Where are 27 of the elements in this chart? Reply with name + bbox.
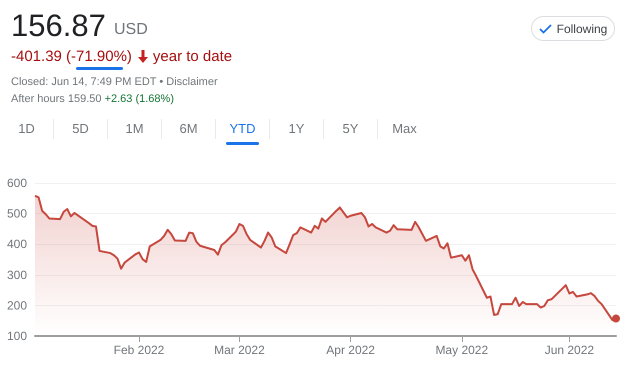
x-tick-label: Feb 2022	[114, 343, 165, 357]
text: +2.63 (1.68%)	[104, 93, 174, 105]
text: 1M	[107, 119, 161, 139]
y-tick-label: 600	[6, 176, 28, 190]
text: 1Y	[269, 119, 323, 139]
y-tick-label: 300	[6, 268, 28, 282]
text: Max	[377, 119, 431, 139]
y-tick-label: 100	[6, 329, 28, 343]
y-tick-label: 500	[6, 206, 28, 221]
y-tick-label: 200	[6, 298, 28, 312]
text: 1D	[17, 120, 36, 138]
chart-title: 156.87	[11, 8, 106, 44]
x-tick-label: May 2022	[435, 343, 488, 357]
text: After hours 159.50	[11, 93, 102, 105]
y-tick-label: 400	[6, 237, 28, 252]
x-tick-label: Jun 2022	[544, 343, 594, 357]
text: 5Y	[323, 119, 377, 139]
text: 6M	[161, 119, 215, 139]
text: YTD	[215, 119, 269, 139]
x-tick-label: Apr 2022	[326, 343, 376, 357]
text: Closed: Jun 14, 7:49 PM EDT • Disclaimer	[11, 76, 218, 88]
text: 5D	[53, 119, 107, 139]
text: year to date	[152, 48, 232, 65]
text: USD	[114, 21, 148, 39]
text: Following	[531, 16, 615, 41]
x-tick-label: Mar 2022	[214, 343, 266, 357]
text: -401.39 (-71.90%)	[11, 48, 132, 65]
